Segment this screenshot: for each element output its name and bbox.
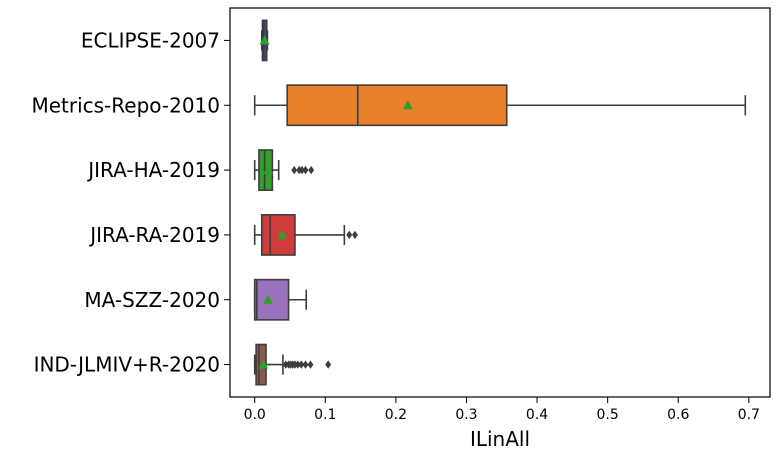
x-tick-label: 0.0 — [244, 407, 266, 423]
box-group — [259, 19, 270, 62]
outlier-point — [298, 360, 305, 369]
category-label: ECLIPSE-2007 — [81, 28, 220, 52]
plot-frame — [229, 7, 771, 398]
outlier-point — [302, 165, 309, 175]
iqr-box — [286, 84, 508, 127]
mean-marker — [402, 100, 413, 110]
x-tick-label: 0.1 — [314, 407, 336, 423]
outlier-point — [302, 360, 309, 369]
mean-marker — [263, 165, 274, 175]
mean-marker — [258, 359, 269, 369]
x-tick-label: 0.6 — [667, 407, 689, 423]
outlier-point — [346, 230, 353, 240]
outlier-point — [294, 360, 301, 369]
outlier-point — [352, 230, 358, 240]
outlier-point — [307, 360, 314, 369]
box-group — [253, 214, 358, 256]
category-label: IND-JLMIV+R-2020 — [34, 353, 220, 377]
x-tick-label: 0.7 — [738, 407, 760, 423]
x-axis-label: ILinAll — [470, 427, 530, 451]
box-group — [253, 149, 315, 191]
x-tick-label: 0.4 — [526, 407, 548, 423]
iqr-box — [253, 278, 290, 321]
category-label: Metrics-Repo-2010 — [31, 93, 220, 117]
x-tick-label: 0.2 — [385, 407, 407, 423]
x-tick-label: 0.5 — [597, 407, 619, 423]
box-group — [253, 278, 308, 321]
category-label: JIRA-RA-2019 — [88, 223, 220, 247]
plot-area: ECLIPSE-2007 Metrics-Repo-2010 JIRA-HA-201… — [31, 7, 771, 423]
category-label: JIRA-HA-2019 — [86, 158, 220, 182]
outlier-point — [308, 165, 315, 175]
mean-marker — [277, 229, 288, 239]
mean-marker — [263, 294, 274, 304]
iqr-box — [260, 214, 296, 256]
outlier-point — [299, 165, 305, 175]
x-tick-label: 0.3 — [455, 407, 477, 423]
box-group — [253, 84, 747, 127]
box-group — [253, 343, 332, 386]
outlier-point — [325, 360, 332, 369]
category-label: MA-SZZ-2020 — [84, 288, 220, 312]
mean-marker — [259, 35, 270, 45]
outlier-point — [291, 165, 298, 175]
